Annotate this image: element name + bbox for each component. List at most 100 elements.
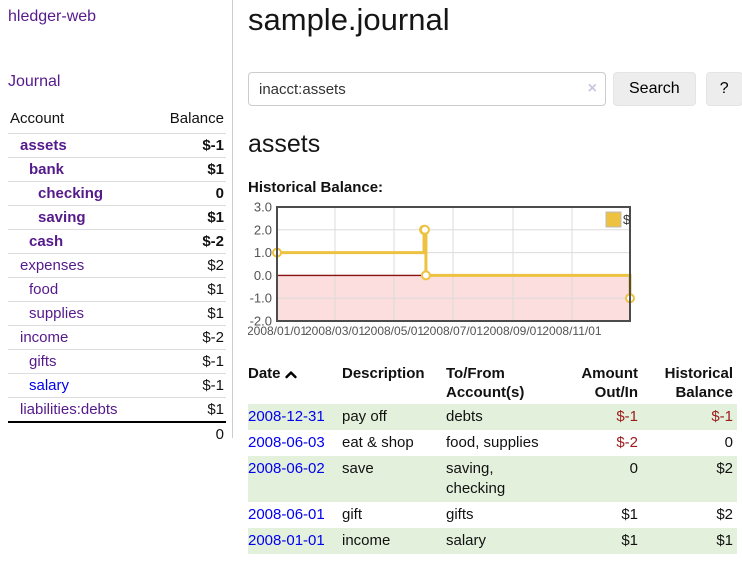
account-link[interactable]: liabilities:debts (20, 401, 118, 418)
account-link[interactable]: checking (38, 185, 104, 202)
register-cell-balance: $1 (716, 532, 733, 549)
register-row: 2008-12-31 pay off debts $-1 $-1 (248, 404, 737, 430)
sidebar-item-journal[interactable]: Journal (8, 73, 61, 90)
search-button[interactable]: Search (613, 72, 696, 106)
svg-text:2008/01/01: 2008/01/01 (248, 324, 307, 338)
register-row: 2008-01-01 income salary $1 $1 (248, 528, 737, 554)
sort-ascending-icon (284, 371, 297, 379)
accounts-header-balance: Balance (169, 110, 224, 127)
register-row: 2008-06-03 eat & shop food, supplies $-2 0 (248, 430, 737, 456)
svg-text:2.0: 2.0 (254, 222, 272, 237)
register-cell-accounts: saving, checking (446, 460, 506, 497)
register-row: 2008-06-02 save saving, checking 0 $2 (248, 456, 737, 502)
svg-text:2008/05/01: 2008/05/01 (364, 324, 424, 338)
register-cell-date: 2008-12-31 (248, 404, 342, 430)
account-link[interactable]: income (20, 329, 69, 346)
register-cell-amount: $1 (621, 506, 638, 523)
main-content: sample.journal × Search ? assets Histori… (247, 0, 742, 554)
account-balance: 0 (151, 181, 226, 206)
register-cell-accounts: gifts (446, 506, 474, 523)
account-balance: $2 (151, 253, 226, 278)
historical-balance-chart: $3.0 2.0 1.0 0.0 -1.0 -2.0 2008/01/01 2008/03/0… (247, 200, 728, 341)
svg-text:1.0: 1.0 (254, 245, 272, 260)
account-row: liabilities:debts $1 (8, 397, 226, 422)
register-cell-description: income (342, 532, 391, 549)
account-balance: $-1 (151, 133, 226, 158)
account-link[interactable]: saving (38, 209, 86, 226)
account-row: checking 0 (8, 181, 226, 206)
account-row: food $1 (8, 277, 226, 302)
transaction-date-link[interactable]: 2008-01-01 (248, 532, 325, 549)
account-link[interactable]: supplies (29, 305, 85, 322)
accounts-table-header-row: Account Balance (8, 106, 226, 134)
register-header-date[interactable]: Date (248, 362, 342, 404)
transaction-date-link[interactable]: 2008-06-02 (248, 460, 325, 477)
accounts-total-value: 0 (151, 421, 226, 446)
help-button[interactable]: ? (705, 72, 742, 106)
register-cell-accounts: salary (446, 532, 487, 549)
account-balance: $-2 (151, 229, 226, 254)
account-balance: $1 (151, 277, 226, 302)
account-row: salary $-1 (8, 373, 226, 398)
account-link[interactable]: bank (29, 161, 65, 178)
register-header-date-label: Date (248, 365, 281, 382)
register-header-description: Description (342, 365, 425, 382)
app-title-link[interactable]: hledger-web (8, 8, 97, 25)
account-row: assets $-1 (8, 133, 226, 158)
register-header-balance: Historical Balance (664, 365, 733, 401)
account-row: income $-2 (8, 325, 226, 350)
svg-text:$: $ (623, 212, 631, 227)
clear-search-icon[interactable]: × (587, 80, 597, 97)
accounts-header-account: Account (10, 110, 65, 127)
account-link[interactable]: expenses (20, 257, 85, 274)
account-balance: $1 (151, 157, 226, 182)
register-cell-balance: 0 (724, 434, 733, 451)
register-cell-description: save (342, 460, 374, 477)
account-balance: $-2 (151, 325, 226, 350)
svg-text:-2.0: -2.0 (250, 314, 272, 329)
register-cell-description: eat & shop (342, 434, 414, 451)
register-cell-description: gift (342, 506, 363, 523)
register-header-account: To/From Account(s) (446, 365, 525, 401)
account-row: bank $1 (8, 157, 226, 182)
accounts-total-row: 0 (8, 421, 226, 446)
chart-title: Historical Balance: (248, 179, 384, 196)
svg-text:-1.0: -1.0 (250, 291, 272, 306)
svg-text:2008/09/01: 2008/09/01 (483, 324, 543, 338)
search-input[interactable] (248, 72, 606, 106)
account-row: gifts $-1 (8, 349, 226, 374)
sidebar: hledger-web Journal Account Balance asse… (0, 0, 233, 446)
search-form: × Search ? (248, 72, 742, 106)
register-header-amount: Amount Out/In (581, 365, 638, 401)
transaction-date-link[interactable]: 2008-12-31 (248, 408, 325, 425)
svg-text:2008/07/01: 2008/07/01 (423, 324, 483, 338)
transaction-date-link[interactable]: 2008-06-03 (248, 434, 325, 451)
register-cell-balance: $2 (716, 460, 733, 477)
svg-text:2008/03/01: 2008/03/01 (305, 324, 365, 338)
account-row: supplies $1 (8, 301, 226, 326)
account-link[interactable]: food (29, 281, 59, 298)
account-row: cash $-2 (8, 229, 226, 254)
account-link[interactable]: assets (20, 137, 67, 154)
register-cell-date: 2008-01-01 (248, 528, 342, 554)
register-cell-accounts: food, supplies (446, 434, 539, 451)
account-balance: $-1 (151, 373, 226, 398)
register-cell-amount: $-1 (616, 408, 638, 425)
register-table: Date Description To/From Account(s) Amou… (248, 362, 737, 554)
page-title: sample.journal (248, 2, 450, 37)
svg-text:2008/11/01: 2008/11/01 (542, 324, 601, 338)
account-link[interactable]: gifts (29, 353, 57, 370)
register-cell-date: 2008-06-01 (248, 502, 342, 528)
register-cell-date: 2008-06-02 (248, 456, 342, 502)
register-cell-balance: $-1 (711, 408, 733, 425)
account-link[interactable]: cash (29, 233, 64, 250)
register-cell-balance: $2 (716, 506, 733, 523)
transaction-date-link[interactable]: 2008-06-01 (248, 506, 325, 523)
account-row: saving $1 (8, 205, 226, 230)
accounts-total-spacer (8, 421, 152, 446)
account-balance: $1 (151, 205, 226, 230)
register-cell-date: 2008-06-03 (248, 430, 342, 456)
account-link[interactable]: salary (29, 377, 70, 394)
register-cell-amount: 0 (629, 460, 638, 477)
search-field-wrap: × (248, 72, 606, 106)
